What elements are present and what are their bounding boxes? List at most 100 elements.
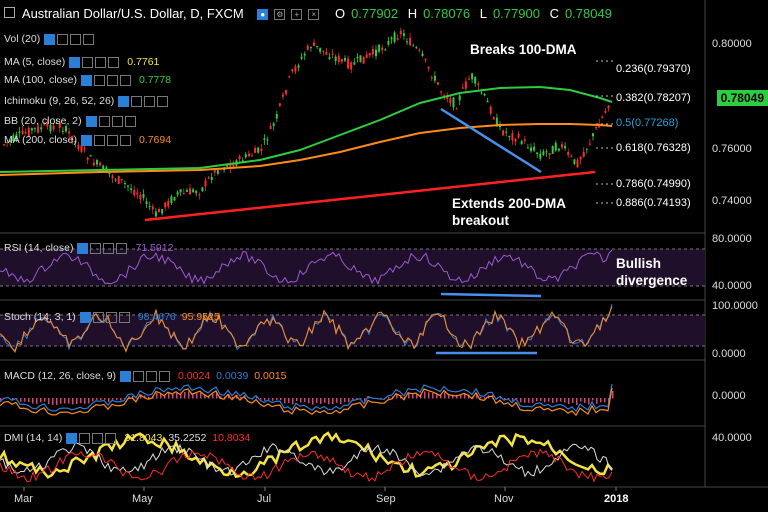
symbol-title[interactable]: Australian Dollar/U.S. Dollar, D, FXCM (21, 6, 244, 21)
annotation-breaks-100dma: Breaks 100-DMA (470, 42, 577, 57)
macd-bar (408, 393, 410, 399)
close-icon[interactable] (83, 33, 95, 45)
close-icon[interactable] (124, 115, 136, 127)
support-trendline[interactable] (144, 170, 596, 222)
add-icon[interactable] (103, 242, 115, 254)
settings-icon[interactable] (131, 95, 143, 107)
candle-body (471, 73, 474, 80)
close-icon[interactable] (116, 242, 128, 254)
stoch-legend[interactable]: Stoch (14, 3, 1) 98.4676 95.9525 (4, 311, 220, 323)
macd-bar (92, 398, 94, 402)
collapse-icon[interactable] (4, 7, 15, 18)
eye-icon[interactable] (77, 242, 89, 254)
candle-body (421, 53, 424, 57)
macd-bar (312, 398, 314, 405)
candle-body (399, 30, 402, 35)
indicator-buttons (66, 432, 118, 444)
add-icon[interactable] (111, 115, 123, 127)
add-icon[interactable] (146, 370, 158, 382)
close-icon[interactable] (119, 134, 131, 146)
x-axis-label: May (132, 493, 153, 505)
add-icon[interactable] (95, 56, 107, 68)
rsi-legend[interactable]: RSI (14, close) 71.5912 (4, 242, 173, 254)
settings-icon[interactable] (98, 115, 110, 127)
indicator-buttons (77, 242, 129, 254)
indicator-bb[interactable]: BB (20, close, 2) (4, 115, 144, 127)
macd-bar (172, 393, 174, 399)
x-axis-label: Mar (14, 493, 33, 505)
settings-icon[interactable] (92, 311, 104, 323)
settings-icon[interactable] (133, 370, 145, 382)
settings-icon[interactable] (79, 432, 91, 444)
add-icon[interactable]: + (291, 9, 303, 21)
macd-bar (388, 396, 390, 399)
close-icon[interactable] (157, 95, 169, 107)
add-icon[interactable] (92, 432, 104, 444)
settings-icon[interactable] (90, 242, 102, 254)
indicator-value: 95.9525 (181, 311, 220, 323)
add-icon[interactable] (144, 95, 156, 107)
indicator-label: Vol (20) (4, 33, 41, 45)
indicator-ma100[interactable]: MA (100, close) 0.7778 (4, 74, 171, 86)
eye-icon[interactable] (120, 370, 132, 382)
eye-icon[interactable] (85, 115, 97, 127)
candle-body (291, 69, 294, 72)
close-icon[interactable] (108, 56, 120, 68)
eye-icon[interactable]: ● (257, 9, 269, 21)
candle-body (477, 83, 480, 86)
add-icon[interactable] (106, 134, 118, 146)
add-icon[interactable] (70, 33, 82, 45)
close-icon[interactable] (118, 311, 130, 323)
add-icon[interactable] (106, 74, 118, 86)
candle-body (96, 160, 98, 165)
macd-bar (352, 398, 354, 400)
ohlc-open-value: 0.77902 (351, 6, 399, 21)
candle-body (526, 147, 529, 149)
candle-body (514, 139, 517, 142)
settings-icon[interactable]: ⚙ (274, 9, 286, 21)
settings-icon[interactable] (93, 134, 105, 146)
close-icon[interactable] (105, 432, 117, 444)
dmi-legend[interactable]: DMI (14, 14) 31.8043 35.2252 10.8034 (4, 432, 250, 444)
indicator-ma5[interactable]: MA (5, close) 0.7761 (4, 56, 159, 68)
macd-bar (560, 398, 562, 402)
eye-icon[interactable] (66, 432, 78, 444)
indicator-value: 0.7694 (138, 134, 172, 146)
indicator-ma200[interactable]: MA (200, close) 0.7694 (4, 134, 171, 146)
eye-icon[interactable] (118, 95, 130, 107)
macd-bar (184, 392, 186, 399)
eye-icon[interactable] (80, 134, 92, 146)
settings-icon[interactable] (82, 56, 94, 68)
eye-icon[interactable] (44, 33, 56, 45)
indicator-vol[interactable]: Vol (20) (4, 33, 102, 45)
indicator-ichimoku[interactable]: Ichimoku (9, 26, 52, 26) (4, 95, 176, 107)
eye-icon[interactable] (79, 311, 91, 323)
candle-body (40, 127, 43, 130)
macd-bar (164, 394, 166, 399)
add-icon[interactable] (105, 311, 117, 323)
candlestick-series (3, 27, 610, 218)
candle-body (266, 139, 269, 141)
eye-icon[interactable] (69, 56, 81, 68)
candle-body (505, 131, 508, 133)
close-icon[interactable] (119, 74, 131, 86)
candle-body (154, 211, 157, 217)
candle-body (300, 56, 303, 59)
settings-icon[interactable] (57, 33, 69, 45)
rsi-divergence-line[interactable] (440, 292, 542, 298)
candle-body (362, 56, 365, 64)
ohlc-high-value: 0.78076 (423, 6, 471, 21)
settings-icon[interactable] (93, 74, 105, 86)
macd-bar (212, 393, 214, 399)
eye-icon[interactable] (80, 74, 92, 86)
macd-bar (580, 398, 582, 402)
candle-body (340, 58, 343, 62)
falling-trendline[interactable] (440, 107, 542, 174)
candle-body (207, 177, 210, 179)
close-icon[interactable] (159, 370, 171, 382)
macd-legend[interactable]: MACD (12, 26, close, 9) 0.0024 0.0039 0.001… (4, 370, 286, 382)
indicator-label: MACD (12, 26, close, 9) (4, 370, 117, 382)
close-icon[interactable]: × (308, 9, 320, 21)
candle-body (192, 189, 195, 192)
